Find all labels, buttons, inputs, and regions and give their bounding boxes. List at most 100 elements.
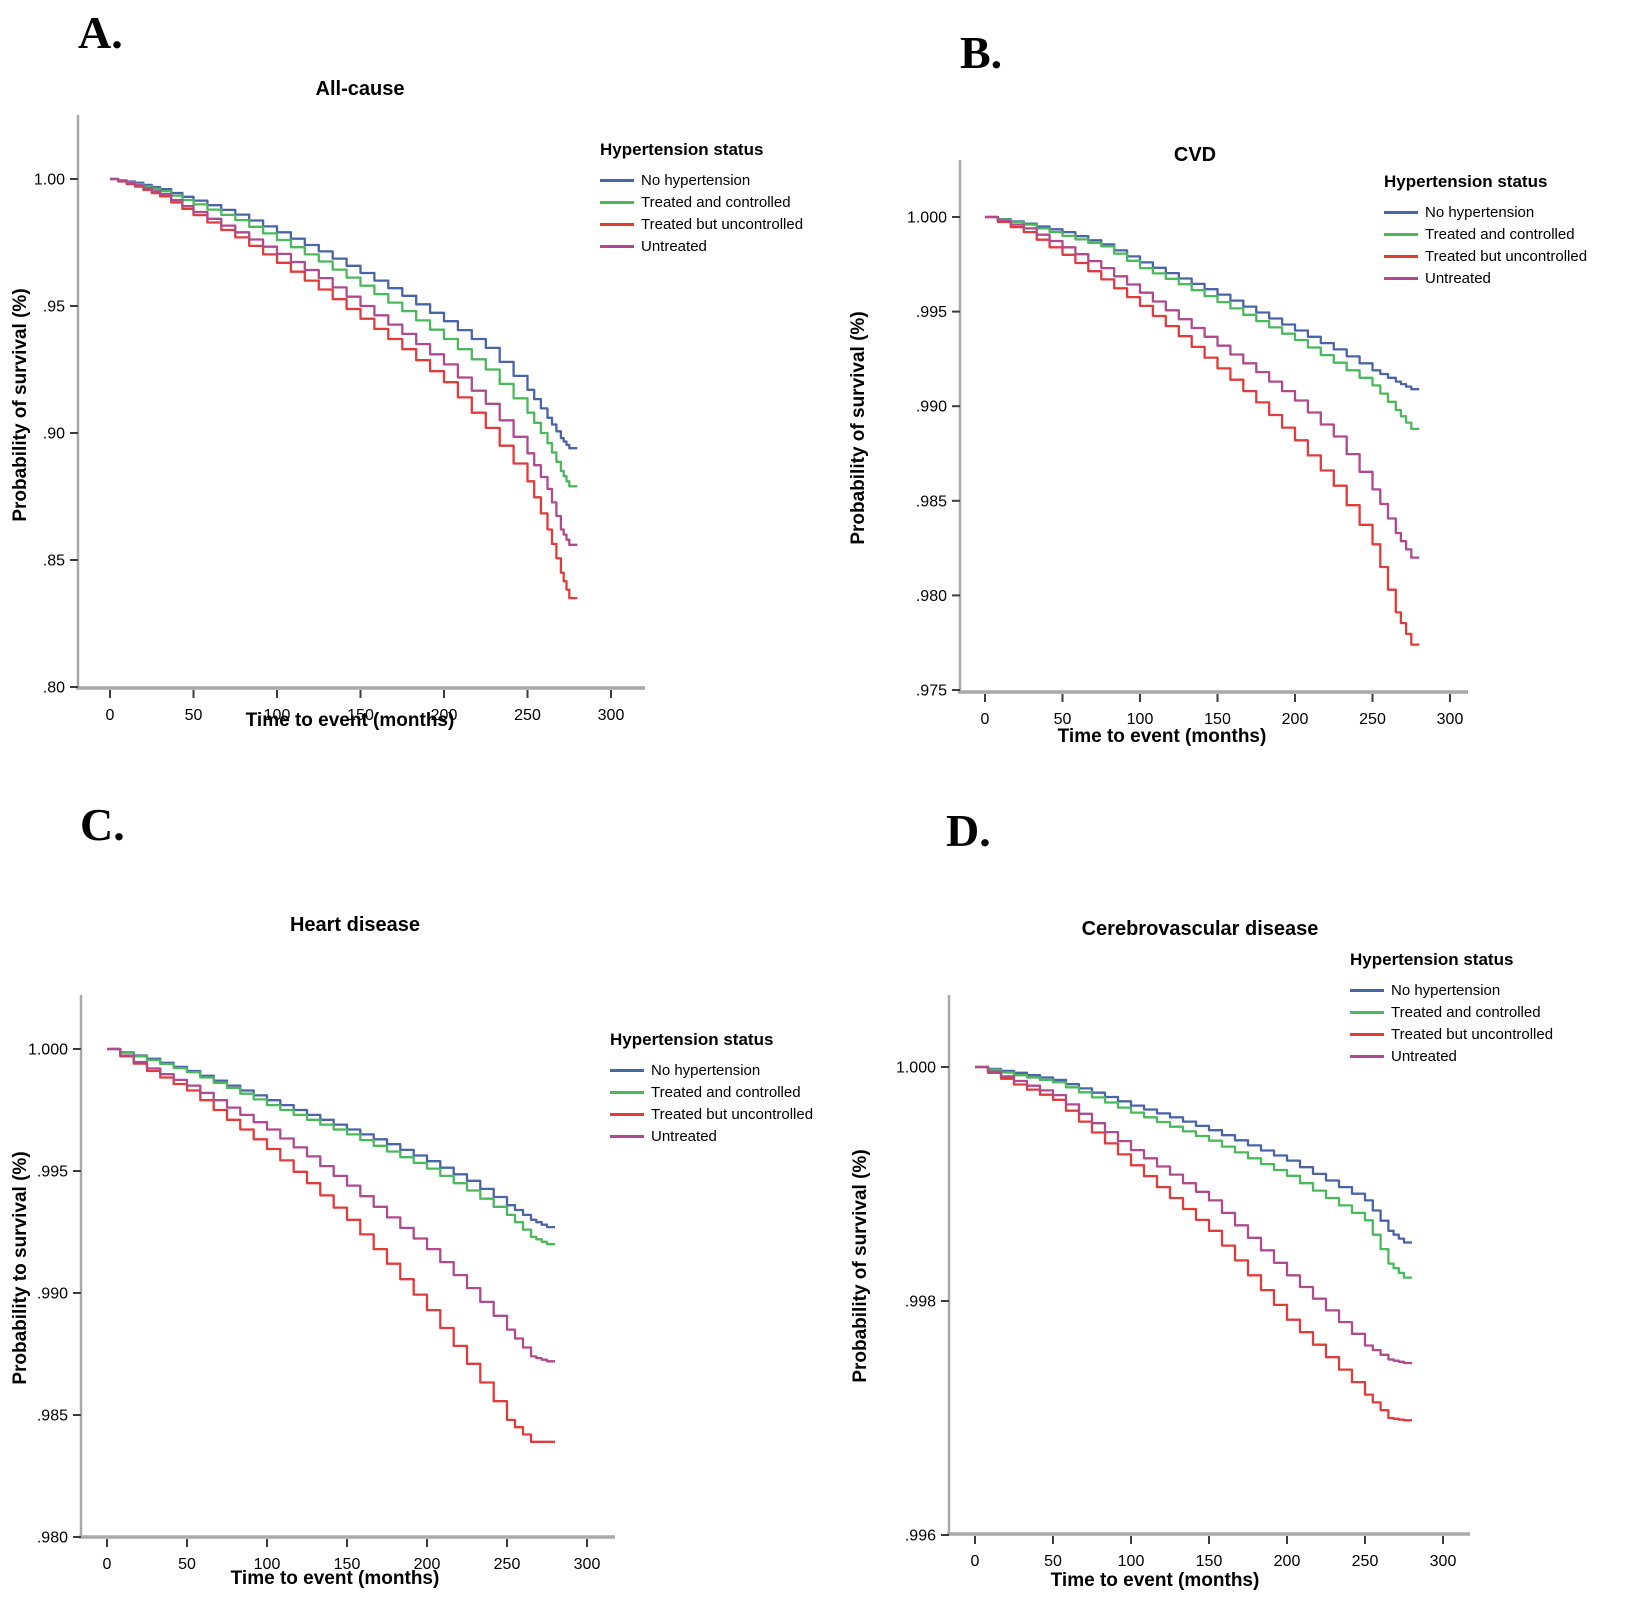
legend-line-untreated	[1384, 276, 1418, 280]
legend-line-treated-controlled	[1350, 1010, 1384, 1014]
legend-item-untreated: Untreated	[1384, 267, 1587, 289]
legend-label: No hypertension	[651, 1061, 761, 1079]
legend-label: Treated but uncontrolled	[641, 215, 804, 233]
legend-line-treated-uncontrolled	[1350, 1032, 1384, 1036]
panel-b-legend: Hypertension status No hypertension Trea…	[1384, 172, 1587, 289]
panel-b-x-axis-label: Time to event (months)	[1057, 726, 1267, 747]
legend-label: Treated but uncontrolled	[1425, 247, 1588, 265]
panel-c-legend: Hypertension status No hypertension Trea…	[610, 1030, 813, 1147]
legend-label: Treated and controlled	[651, 1083, 801, 1101]
svg-text:.80: .80	[43, 680, 65, 697]
legend-line-no-hypertension	[600, 178, 634, 182]
svg-text:.990: .990	[37, 1286, 68, 1303]
svg-text:.990: .990	[916, 399, 947, 416]
svg-text:.85: .85	[43, 553, 65, 570]
svg-text:50: 50	[1054, 711, 1072, 728]
legend-line-untreated	[600, 244, 634, 248]
svg-text:.998: .998	[905, 1294, 936, 1311]
legend-item-treated-uncontrolled: Treated but uncontrolled	[610, 1103, 813, 1125]
legend-label: Untreated	[641, 237, 707, 255]
svg-text:50: 50	[1044, 1553, 1062, 1570]
panel-d-letter: D.	[946, 805, 991, 856]
panel-d-x-axis-label: Time to event (months)	[1050, 1570, 1260, 1591]
svg-text:100: 100	[264, 707, 291, 724]
legend-item-untreated: Untreated	[1350, 1045, 1553, 1067]
legend-item-treated-uncontrolled: Treated but uncontrolled	[1350, 1023, 1553, 1045]
legend-label: Treated and controlled	[1391, 1003, 1541, 1021]
legend-line-treated-uncontrolled	[610, 1112, 644, 1116]
svg-text:1.000: 1.000	[907, 210, 947, 227]
legend-item-treated-uncontrolled: Treated but uncontrolled	[1384, 245, 1587, 267]
legend-line-untreated	[610, 1134, 644, 1138]
panel-d-legend: Hypertension status No hypertension Trea…	[1350, 950, 1553, 1067]
svg-text:.980: .980	[37, 1530, 68, 1547]
svg-text:.985: .985	[37, 1408, 68, 1425]
svg-text:1.00: 1.00	[34, 172, 65, 189]
svg-text:300: 300	[598, 707, 625, 724]
svg-text:.975: .975	[916, 683, 947, 700]
legend-line-treated-controlled	[1384, 232, 1418, 236]
svg-text:1.000: 1.000	[896, 1060, 936, 1077]
svg-text:200: 200	[414, 1556, 441, 1573]
panel-b-letter: B.	[960, 27, 1003, 78]
legend-item-treated-controlled: Treated and controlled	[610, 1081, 813, 1103]
legend-title: Hypertension status	[1350, 950, 1514, 969]
legend-item-no-hypertension: No hypertension	[600, 169, 803, 191]
svg-text:250: 250	[1352, 1553, 1379, 1570]
panel-a-x-axis-label: Time to event (months)	[245, 710, 455, 731]
legend-label: Treated but uncontrolled	[651, 1105, 814, 1123]
panel-d-chart-title: Cerebrovascular disease	[1081, 918, 1319, 940]
svg-text:1.000: 1.000	[28, 1042, 68, 1059]
svg-text:0: 0	[103, 1556, 112, 1573]
panel-c-chart-title: Heart disease	[289, 914, 421, 936]
svg-text:.996: .996	[905, 1528, 936, 1545]
svg-text:50: 50	[185, 707, 203, 724]
svg-text:150: 150	[334, 1556, 361, 1573]
legend-label: Treated and controlled	[641, 193, 791, 211]
panel-c-letter: C.	[80, 799, 125, 850]
panel-c-plot: 1.000 .995 .990 .985 .980 0 50 100 150 200 250 300	[28, 995, 615, 1573]
legend-line-untreated	[1350, 1054, 1384, 1058]
panel-a-legend: Hypertension status No hypertension Trea…	[600, 140, 803, 257]
svg-text:200: 200	[1274, 1553, 1301, 1570]
svg-text:.995: .995	[37, 1164, 68, 1181]
svg-text:300: 300	[1430, 1553, 1457, 1570]
svg-text:100: 100	[1118, 1553, 1145, 1570]
panel-a-plot: 1.00 .95 .90 .85 .80 0 50 100 150 200 250 300	[34, 115, 645, 724]
legend-item-treated-controlled: Treated and controlled	[600, 191, 803, 213]
legend-line-treated-uncontrolled	[1384, 254, 1418, 258]
svg-text:.90: .90	[43, 426, 65, 443]
legend-label: Treated and controlled	[1425, 225, 1575, 243]
svg-text:150: 150	[1204, 711, 1231, 728]
legend-item-untreated: Untreated	[600, 235, 803, 257]
svg-text:.995: .995	[916, 304, 947, 321]
legend-item-untreated: Untreated	[610, 1125, 813, 1147]
legend-label: No hypertension	[641, 171, 751, 189]
legend-label: Untreated	[1391, 1047, 1457, 1065]
legend-line-no-hypertension	[1384, 210, 1418, 214]
legend-line-treated-controlled	[600, 200, 634, 204]
panel-a-letter: A.	[78, 7, 123, 58]
svg-text:250: 250	[1359, 711, 1386, 728]
legend-label: Untreated	[1425, 269, 1491, 287]
legend-line-no-hypertension	[1350, 988, 1384, 992]
panel-b-plot: 1.000 .995 .990 .985 .980 .975 0 50 100 150 200 250…	[907, 160, 1468, 728]
svg-text:150: 150	[1196, 1553, 1223, 1570]
legend-label: Treated but uncontrolled	[1391, 1025, 1554, 1043]
svg-text:.985: .985	[916, 493, 947, 510]
legend-line-no-hypertension	[610, 1068, 644, 1072]
svg-text:250: 250	[494, 1556, 521, 1573]
legend-item-treated-uncontrolled: Treated but uncontrolled	[600, 213, 803, 235]
svg-text:100: 100	[1127, 711, 1154, 728]
svg-text:.980: .980	[916, 588, 947, 605]
svg-text:300: 300	[1437, 711, 1464, 728]
legend-label: No hypertension	[1425, 203, 1535, 221]
legend-item-treated-controlled: Treated and controlled	[1384, 223, 1587, 245]
svg-text:0: 0	[971, 1553, 980, 1570]
panel-a-chart-title: All-cause	[315, 78, 405, 100]
legend-item-no-hypertension: No hypertension	[610, 1059, 813, 1081]
legend-item-no-hypertension: No hypertension	[1384, 201, 1587, 223]
svg-text:250: 250	[514, 707, 541, 724]
svg-text:100: 100	[254, 1556, 281, 1573]
